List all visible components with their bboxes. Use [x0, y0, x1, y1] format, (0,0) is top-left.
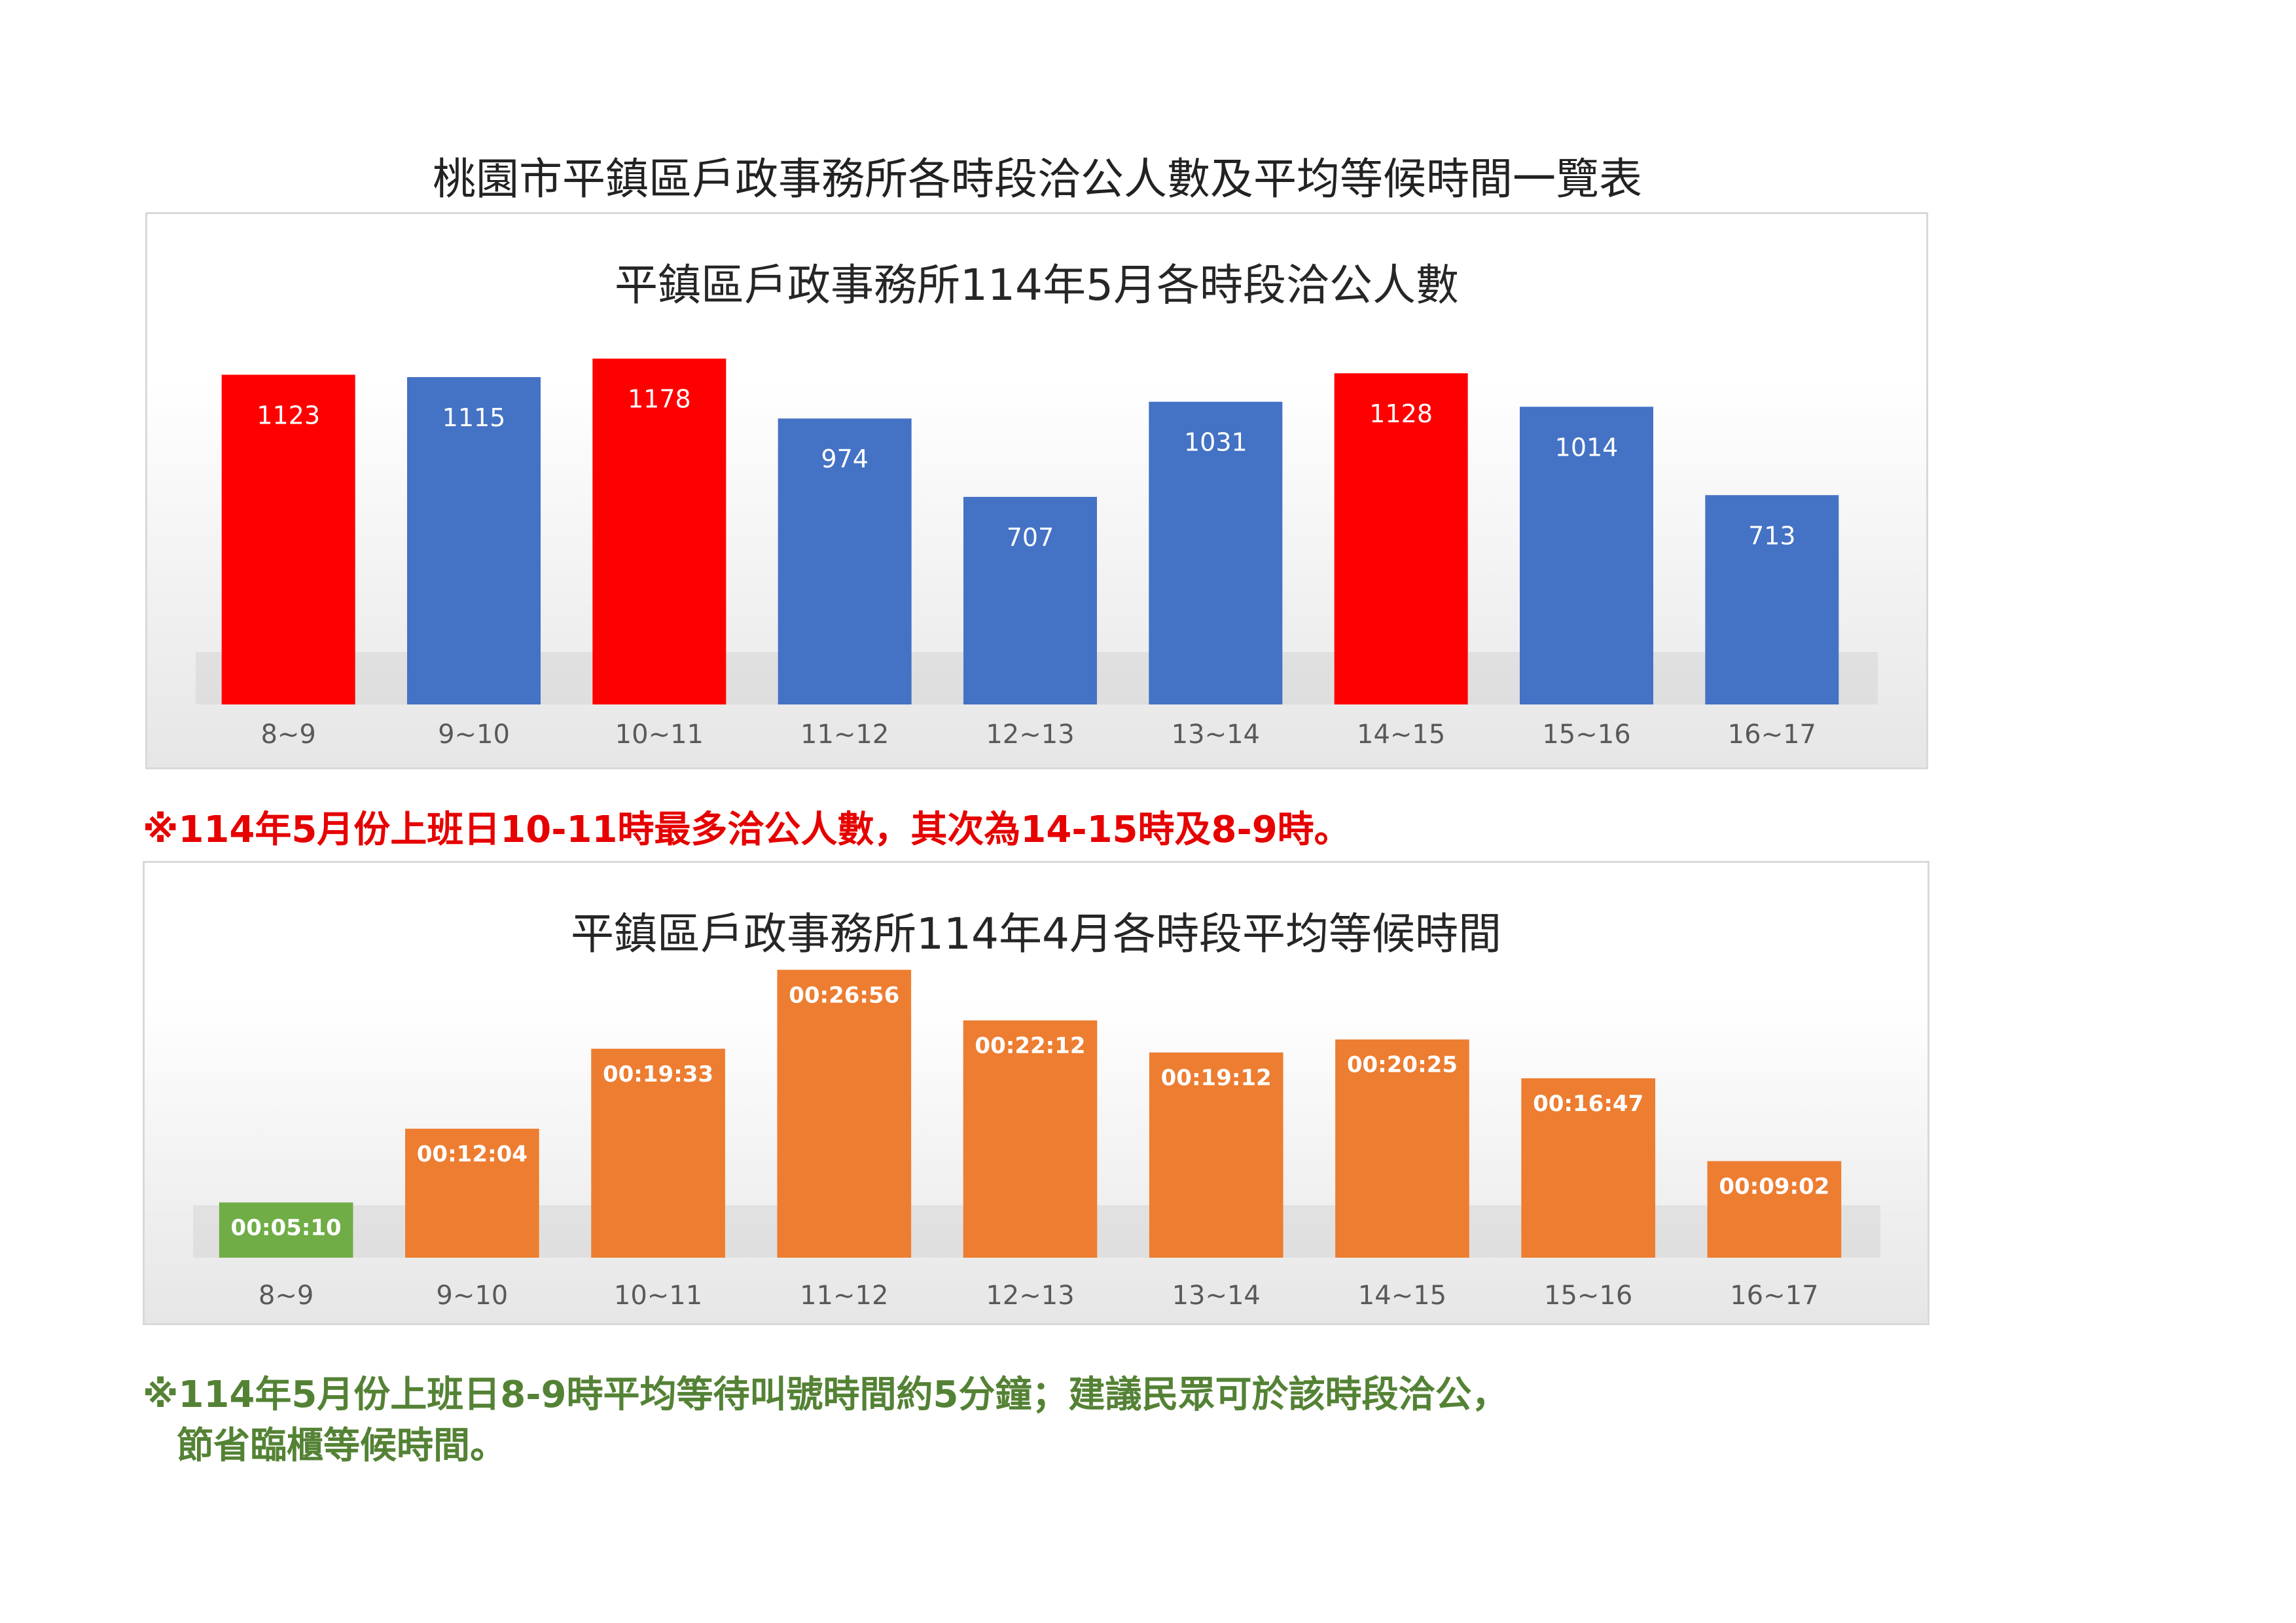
tick-label-10~11: 10~11 [614, 1281, 702, 1311]
wait-chart-plot: 00:05:10 8~9 00:12:04 9~10 00:19:33 10~11 00:2… [193, 970, 1880, 1311]
data-label-13~14: 00:19:12 [1161, 1065, 1272, 1091]
data-label-8~9: 1123 [257, 401, 320, 429]
tick-label-15~16: 15~16 [1544, 1281, 1632, 1311]
data-label-15~16: 00:16:47 [1533, 1091, 1643, 1117]
data-label-8~9: 00:05:10 [231, 1215, 342, 1241]
tick-label-16~17: 16~17 [1730, 1281, 1818, 1311]
bar-10~11 [592, 358, 726, 704]
data-label-16~17: 00:09:02 [1719, 1174, 1829, 1200]
data-label-9~10: 1115 [442, 403, 506, 432]
bar-12~13 [963, 496, 1097, 704]
bar-16~17 [1707, 1161, 1842, 1258]
tick-label-9~10: 9~10 [438, 720, 510, 750]
visitor-chart-plot: 1123 8~9 1115 9~10 1178 10~11 974 11~12 707 12~13… [196, 358, 1878, 750]
wait-note-line1: ※114年5月份上班日8-9時平均等待叫號時間約5分鐘；建議民眾可於該時段洽公， [143, 1374, 1509, 1416]
visitor-note: ※114年5月份上班日10-11時最多洽公人數，其次為14-15時及8-9時。 [143, 809, 1351, 851]
tick-label-11~12: 11~12 [800, 720, 889, 750]
data-label-14~15: 1128 [1369, 399, 1433, 428]
bar-15~16 [1520, 407, 1653, 704]
wait-time-chart: 平鎮區戶政事務所114年4月各時段平均等候時間 00:05:10 8~9 00:12… [143, 861, 1929, 1325]
tick-label-14~15: 14~15 [1358, 1281, 1446, 1311]
bar-11~12 [778, 418, 912, 704]
tick-label-13~14: 13~14 [1172, 1281, 1261, 1311]
tick-label-14~15: 14~15 [1357, 720, 1445, 750]
tick-label-13~14: 13~14 [1172, 720, 1260, 750]
wait-chart-title: 平鎮區戶政事務所114年4月各時段平均等候時間 [571, 909, 1501, 959]
data-label-11~12: 00:26:56 [789, 982, 899, 1008]
bar-14~15 [1334, 373, 1468, 704]
bar-14~15 [1335, 1039, 1469, 1258]
tick-label-16~17: 16~17 [1728, 720, 1816, 750]
data-label-11~12: 974 [821, 445, 869, 473]
wait-note-line2: 節省臨櫃等候時間。 [177, 1425, 507, 1467]
data-label-14~15: 00:20:25 [1347, 1052, 1458, 1078]
bar-12~13 [963, 1020, 1098, 1258]
page-title: 桃園市平鎮區戶政事務所各時段洽公人數及平均等候時間一覽表 [433, 154, 1642, 204]
tick-label-10~11: 10~11 [615, 720, 704, 750]
bar-9~10 [405, 1129, 539, 1258]
visitor-count-chart: 平鎮區戶政事務所114年5月各時段洽公人數 1123 8~9 1115 9~10 117… [145, 212, 1928, 769]
bar-8~9 [219, 1202, 353, 1258]
data-label-12~13: 707 [1007, 523, 1054, 552]
tick-label-12~13: 12~13 [986, 1281, 1074, 1311]
data-label-16~17: 713 [1748, 521, 1796, 550]
data-label-9~10: 00:12:04 [417, 1141, 528, 1167]
bar-13~14 [1149, 401, 1283, 704]
tick-label-8~9: 8~9 [260, 720, 315, 750]
bar-10~11 [591, 1048, 725, 1258]
tick-label-8~9: 8~9 [259, 1281, 314, 1311]
tick-label-11~12: 11~12 [800, 1281, 888, 1311]
bar-9~10 [407, 376, 541, 704]
tick-label-9~10: 9~10 [436, 1281, 508, 1311]
data-label-12~13: 00:22:12 [975, 1033, 1085, 1059]
visitor-chart-title: 平鎮區戶政事務所114年5月各時段洽公人數 [615, 260, 1459, 310]
bar-8~9 [221, 374, 355, 704]
wait-note: ※114年5月份上班日8-9時平均等待叫號時間約5分鐘；建議民眾可於該時段洽公，… [143, 1370, 1508, 1472]
bar-11~12 [777, 970, 912, 1258]
data-label-10~11: 00:19:33 [603, 1061, 713, 1087]
bar-15~16 [1521, 1078, 1655, 1258]
data-label-10~11: 1178 [628, 385, 691, 414]
data-label-15~16: 1014 [1555, 433, 1619, 462]
bar-16~17 [1705, 495, 1839, 704]
tick-label-12~13: 12~13 [986, 720, 1074, 750]
data-label-13~14: 1031 [1184, 428, 1247, 457]
bar-13~14 [1149, 1052, 1283, 1258]
tick-label-15~16: 15~16 [1542, 720, 1630, 750]
